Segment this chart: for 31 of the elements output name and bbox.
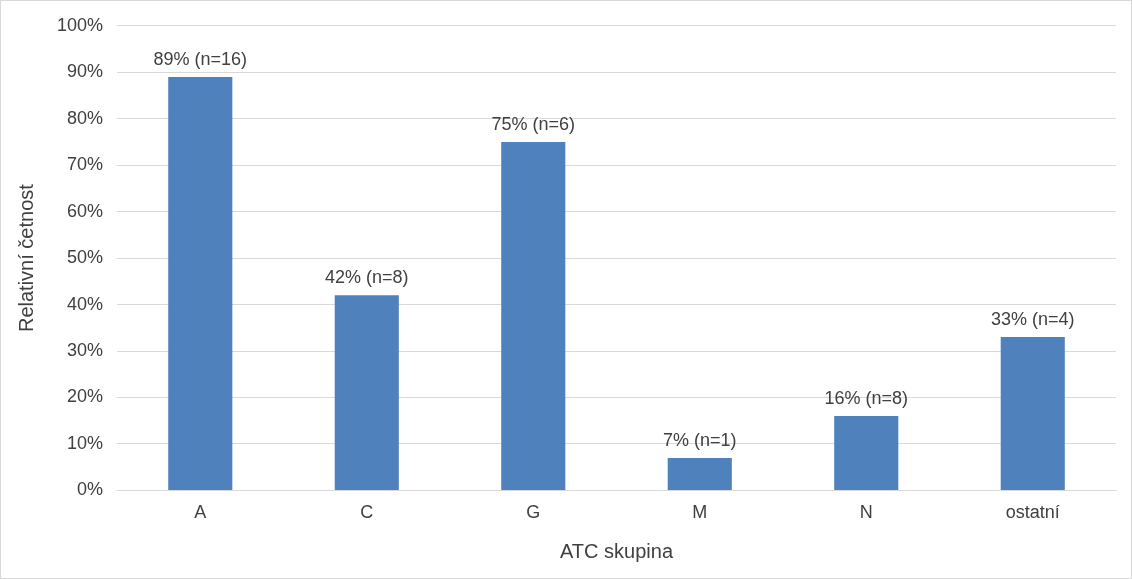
y-tick-label: 30%	[67, 339, 104, 360]
bar	[168, 76, 233, 490]
y-tick-label: 20%	[67, 386, 104, 407]
data-label: 42% (n=8)	[325, 267, 409, 288]
bar	[834, 416, 899, 490]
x-tick-label: N	[859, 502, 873, 523]
x-tick-label: C	[360, 502, 374, 523]
y-tick-label: 50%	[67, 247, 104, 268]
y-tick-label: 60%	[67, 200, 104, 221]
x-axis-title: ATC skupina	[560, 539, 674, 562]
bar	[334, 295, 399, 490]
data-label: 33% (n=4)	[990, 309, 1075, 330]
bar	[501, 141, 566, 490]
bar	[1000, 337, 1065, 490]
data-label: 89% (n=16)	[153, 48, 248, 69]
data-label: 16% (n=8)	[824, 388, 909, 409]
x-tick-label: M	[692, 502, 708, 523]
bar	[667, 457, 732, 490]
x-tick-label: A	[194, 502, 207, 523]
y-tick-label: 10%	[67, 432, 104, 453]
y-axis-title: Relativní četnost	[14, 183, 37, 333]
data-label: 7% (n=1)	[662, 429, 737, 450]
y-tick-label: 0%	[77, 479, 104, 500]
y-tick-label: 100%	[56, 14, 104, 35]
data-label: 75% (n=6)	[491, 113, 576, 134]
x-tick-label: G	[526, 502, 541, 523]
y-tick-label: 90%	[67, 61, 104, 82]
y-tick-label: 70%	[67, 154, 104, 175]
y-tick-label: 40%	[67, 293, 104, 314]
y-tick-label: 80%	[67, 107, 104, 128]
x-tick-label: ostatní	[1005, 502, 1060, 523]
